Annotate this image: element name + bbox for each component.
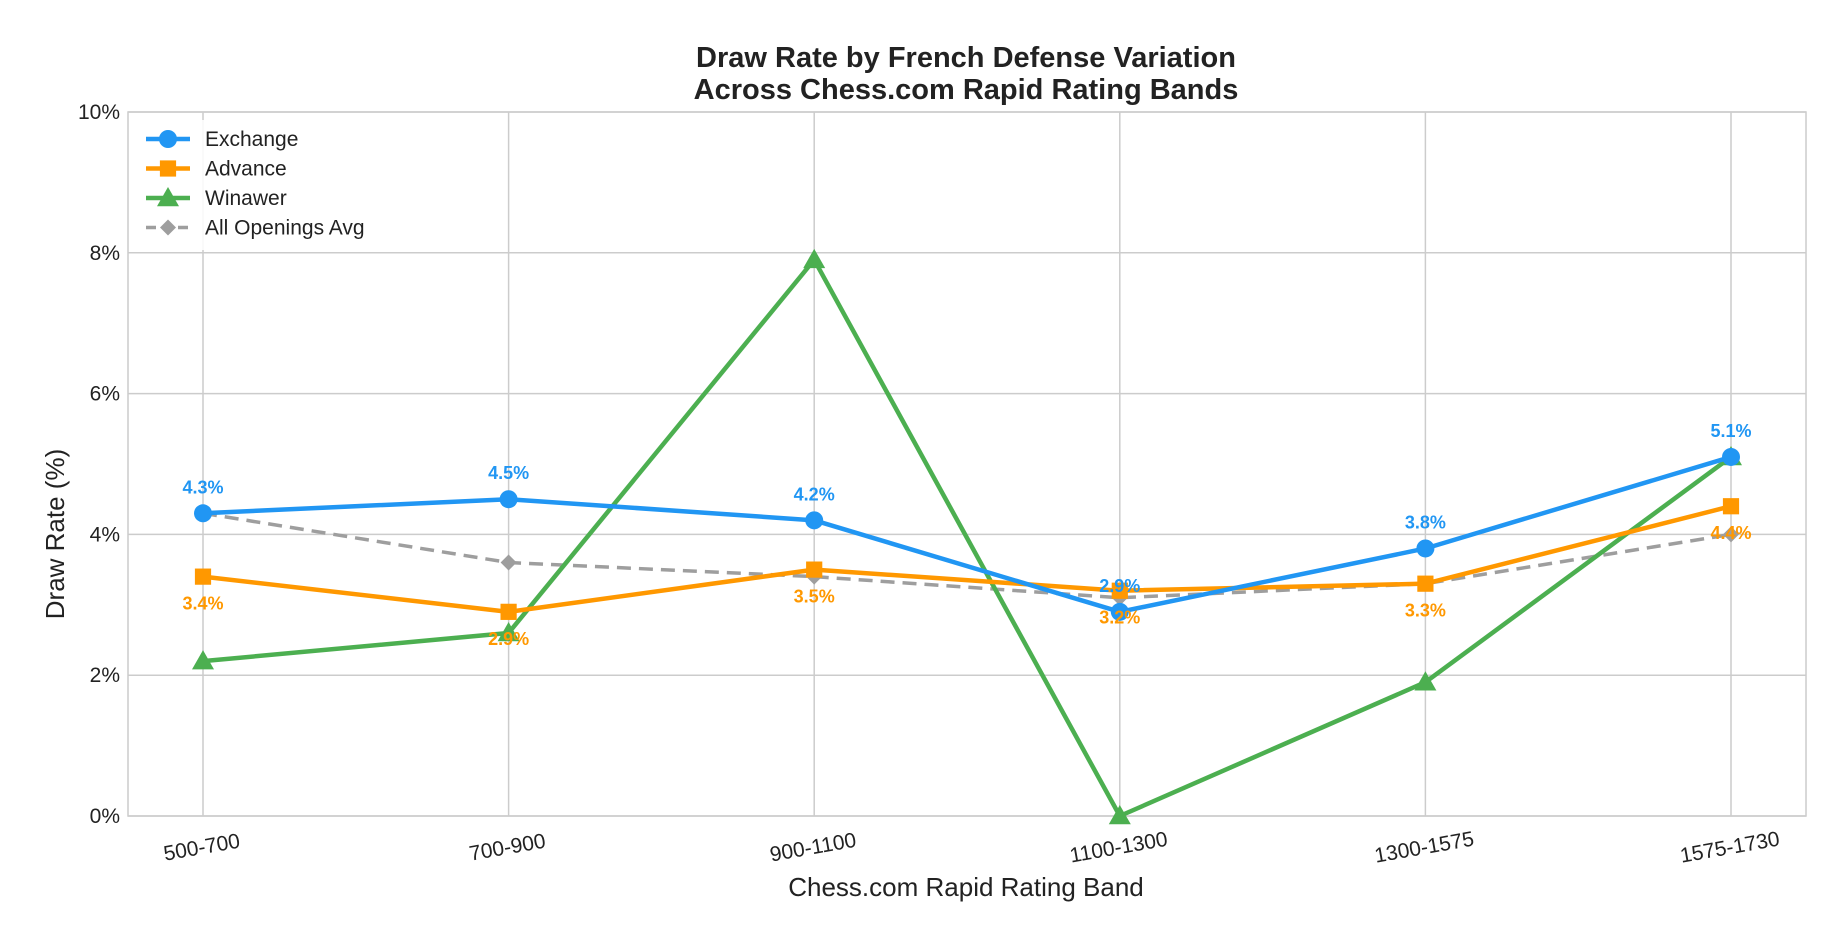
data-label: 3.3% <box>1405 601 1446 621</box>
data-point <box>1416 539 1435 558</box>
data-point <box>805 511 824 530</box>
data-label: 2.9% <box>1099 576 1140 596</box>
y-tick-label: 10% <box>78 101 120 124</box>
data-label: 3.2% <box>1099 608 1140 628</box>
legend-item: Exchange <box>146 128 298 151</box>
data-label: 3.8% <box>1405 512 1446 532</box>
y-tick-label: 0% <box>90 805 120 828</box>
data-label: 3.4% <box>182 594 223 614</box>
data-point <box>803 248 826 269</box>
series-line <box>202 257 1733 819</box>
data-point <box>1722 498 1740 515</box>
legend-item: Advance <box>146 158 287 181</box>
legend-label: Advance <box>205 158 287 181</box>
chart-title-line-2: Across Chess.com Rapid Rating Bands <box>694 74 1239 106</box>
data-point <box>1417 575 1434 592</box>
y-axis-ticks: 0% 2% 4% 6% 8% 10% <box>78 101 120 828</box>
y-tick-label: 4% <box>90 523 120 546</box>
data-point <box>1111 582 1128 599</box>
legend-marker <box>160 219 176 236</box>
legend: Exchange Advance Winawer All Openings Avg <box>134 120 384 250</box>
series-line <box>202 511 1732 600</box>
chart-title-line-1: Draw Rate by French Defense Variation <box>696 42 1236 74</box>
y-tick-label: 2% <box>90 664 120 687</box>
data-label: 5.1% <box>1710 421 1751 441</box>
data-point <box>497 621 520 642</box>
y-tick-label: 8% <box>90 242 120 265</box>
legend-marker <box>157 187 179 207</box>
series-advance <box>194 498 1740 620</box>
data-point <box>1414 671 1437 691</box>
legend-item: Winawer <box>146 187 287 210</box>
series-line <box>202 504 1732 615</box>
data-label: 4.5% <box>488 463 529 483</box>
data-point <box>1110 602 1129 621</box>
data-label: 4.2% <box>794 484 835 504</box>
y-tick-label: 6% <box>90 383 120 406</box>
data-point <box>1723 526 1739 543</box>
data-point <box>194 504 212 523</box>
legend-label: All Openings Avg <box>205 217 365 240</box>
series-line <box>202 454 1732 615</box>
data-point <box>1722 447 1740 466</box>
y-axis-label: Draw Rate (%) <box>40 449 70 619</box>
legend-marker <box>159 160 177 177</box>
legend-label: Winawer <box>205 187 287 210</box>
data-point <box>192 650 214 670</box>
data-point <box>500 554 517 571</box>
data-label: 4.4% <box>1710 523 1751 543</box>
legend-label: Exchange <box>205 128 298 151</box>
data-point <box>1108 805 1131 825</box>
data-label: 3.5% <box>794 587 835 607</box>
data-point <box>806 561 823 578</box>
data-labels: 4.3% 4.5% 4.2% 2.9% 3.8% 5.1% 3.4% 2.9% 3.5% 3.2%… <box>182 421 1751 649</box>
data-label: 2.9% <box>488 629 529 649</box>
series-layer <box>192 248 1742 825</box>
x-axis-label: Chess.com Rapid Rating Band <box>788 872 1144 902</box>
data-point <box>500 603 517 620</box>
legend-item: All Openings Avg <box>146 217 365 240</box>
data-point <box>499 490 518 509</box>
plot-frame <box>127 111 1807 817</box>
data-label: 4.3% <box>182 477 223 497</box>
series-exchange <box>194 447 1740 621</box>
legend-marker <box>159 130 177 148</box>
data-point <box>194 568 212 585</box>
